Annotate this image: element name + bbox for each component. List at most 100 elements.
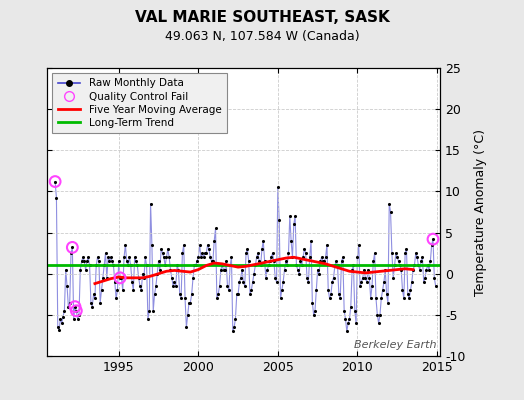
Point <box>59 313 67 320</box>
Point <box>111 279 119 285</box>
Legend: Raw Monthly Data, Quality Control Fail, Five Year Moving Average, Long-Term Tren: Raw Monthly Data, Quality Control Fail, … <box>52 73 227 133</box>
Point <box>263 266 271 273</box>
Point <box>331 262 339 269</box>
Point <box>209 258 217 264</box>
Point <box>180 242 188 248</box>
Point <box>283 262 291 269</box>
Point <box>182 324 191 330</box>
Point <box>158 250 167 256</box>
Point <box>178 250 187 256</box>
Point <box>373 312 381 318</box>
Point <box>239 279 247 285</box>
Point <box>222 258 231 264</box>
Point <box>383 291 391 298</box>
Point <box>352 320 361 326</box>
Point <box>214 291 222 298</box>
Point <box>411 250 420 256</box>
Point <box>361 275 369 281</box>
Point <box>95 258 103 264</box>
Point <box>293 266 302 273</box>
Point <box>321 254 330 260</box>
Point <box>148 242 156 248</box>
Point <box>377 295 386 302</box>
Point <box>116 275 124 281</box>
Point <box>216 266 225 273</box>
Point <box>256 262 265 269</box>
Point <box>320 258 329 264</box>
Point <box>132 258 140 264</box>
Point <box>66 299 74 306</box>
Point <box>156 266 164 273</box>
Point <box>55 326 63 333</box>
Point <box>213 295 221 302</box>
Point <box>376 312 384 318</box>
Point <box>136 283 144 289</box>
Point <box>76 266 84 273</box>
Point <box>396 262 404 269</box>
Point <box>144 316 152 322</box>
Point <box>286 213 294 219</box>
Point <box>183 312 192 318</box>
Point <box>67 250 75 256</box>
Point <box>73 316 82 322</box>
Point <box>251 262 259 269</box>
Point <box>381 266 389 273</box>
Point <box>226 262 234 269</box>
Point <box>310 312 318 318</box>
Point <box>71 304 79 310</box>
Point <box>423 262 432 269</box>
Point <box>223 283 232 289</box>
Point <box>72 308 81 314</box>
Point <box>234 291 242 298</box>
Point <box>375 320 383 326</box>
Text: Berkeley Earth: Berkeley Earth <box>354 340 436 350</box>
Point <box>267 254 276 260</box>
Point <box>92 262 101 269</box>
Point <box>68 244 77 250</box>
Point <box>170 279 179 285</box>
Point <box>364 266 372 273</box>
Point <box>208 258 216 264</box>
Point <box>56 316 64 322</box>
Point <box>281 258 290 264</box>
Point <box>162 254 171 260</box>
Point <box>388 250 396 256</box>
Point <box>115 258 123 264</box>
Point <box>83 258 91 264</box>
Point <box>290 221 298 228</box>
Point <box>426 258 434 264</box>
Point <box>304 279 312 285</box>
Point <box>93 254 102 260</box>
Point <box>108 258 116 264</box>
Point <box>120 254 128 260</box>
Point <box>246 291 254 298</box>
Point <box>421 275 429 281</box>
Point <box>51 178 59 185</box>
Point <box>155 258 163 264</box>
Point <box>353 254 362 260</box>
Point <box>61 266 70 273</box>
Point <box>372 295 380 302</box>
Point <box>99 275 107 281</box>
Point <box>409 266 417 273</box>
Point <box>313 266 322 273</box>
Point <box>278 287 286 293</box>
Point <box>81 266 90 273</box>
Point <box>332 258 341 264</box>
Point <box>169 283 177 289</box>
Point <box>363 279 371 285</box>
Point <box>235 279 244 285</box>
Point <box>126 262 135 269</box>
Point <box>96 299 104 306</box>
Point <box>355 242 363 248</box>
Point <box>335 291 343 298</box>
Point <box>428 242 436 248</box>
Point <box>104 254 112 260</box>
Point <box>68 244 77 250</box>
Point <box>200 254 208 260</box>
Point <box>402 246 411 252</box>
Point <box>416 266 424 273</box>
Point <box>276 295 285 302</box>
Point <box>185 299 193 306</box>
Point <box>238 266 246 273</box>
